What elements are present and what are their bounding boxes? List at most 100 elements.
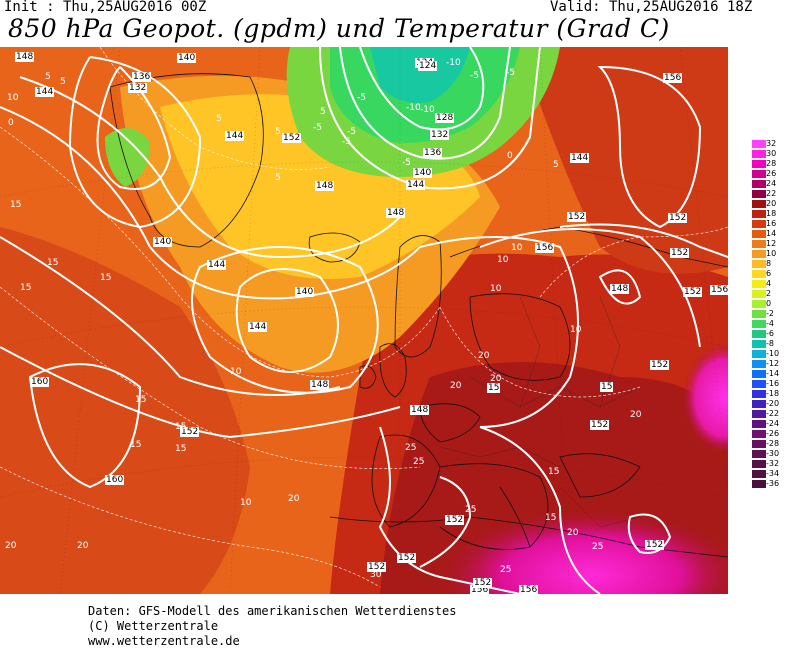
- legend-swatch: [752, 310, 766, 318]
- legend-swatch: [752, 270, 766, 278]
- cold-cyan: [370, 47, 470, 103]
- legend-swatch: [752, 180, 766, 188]
- valid-time: Valid: Thu,25AUG2016 18Z: [550, 0, 753, 15]
- weather-map: [0, 47, 728, 594]
- geopotential-label: 152: [180, 427, 200, 437]
- footer-source: Daten: GFS-Modell des amerikanischen Wet…: [88, 604, 457, 618]
- init-time: Init : Thu,25AUG2016 00Z: [4, 0, 207, 15]
- legend-swatch: [752, 440, 766, 448]
- temperature-label: 25: [405, 443, 417, 453]
- legend-swatch: [752, 320, 766, 328]
- legend-value: 14: [766, 229, 777, 238]
- temperature-label: 10: [230, 367, 242, 377]
- geopotential-label: 140: [177, 53, 197, 63]
- temperature-label: 5: [60, 77, 66, 87]
- heat-core-east: [560, 277, 728, 497]
- legend-swatch: [752, 350, 766, 358]
- legend-value: 10: [766, 249, 777, 258]
- temperature-label: -5: [313, 123, 322, 133]
- geopotential-label: 156: [519, 585, 539, 595]
- legend-swatch: [752, 160, 766, 168]
- legend-value: 12: [766, 239, 777, 248]
- geopotential-label: 124: [418, 61, 438, 71]
- temperature-label: 10: [511, 243, 523, 253]
- geopotential-label: 148: [410, 405, 430, 415]
- legend-value: 6: [766, 269, 772, 278]
- legend-value: -24: [766, 419, 780, 428]
- geopotential-label: 144: [248, 322, 268, 332]
- temperature-label: -10: [420, 105, 435, 115]
- geopotential-label: 15: [600, 382, 614, 392]
- legend-swatch: [752, 240, 766, 248]
- geopotential-label: 152: [650, 360, 670, 370]
- legend-swatch: [752, 170, 766, 178]
- legend-swatch: [752, 370, 766, 378]
- temperature-label: -5: [470, 71, 479, 81]
- geopotential-label: 156: [470, 585, 490, 595]
- temperature-label: 10: [570, 325, 582, 335]
- geopotential-label: 144: [207, 260, 227, 270]
- legend-value: -6: [766, 329, 774, 338]
- footer-url: www.wetterzentrale.de: [88, 634, 240, 648]
- legend-value: 16: [766, 219, 777, 228]
- coastlines: [109, 73, 728, 558]
- legend-value: -10: [766, 349, 780, 358]
- geopotential-label: 152: [445, 515, 465, 525]
- legend-swatch: [752, 460, 766, 468]
- temperature-label: 30: [370, 570, 382, 580]
- map-title: 850 hPa Geopot. (gpdm) und Temperatur (G…: [8, 14, 670, 43]
- geopotential-label: 128: [435, 113, 455, 123]
- geopotential-label: 140: [153, 237, 173, 247]
- legend-swatch: [752, 220, 766, 228]
- legend-swatch: [752, 400, 766, 408]
- legend-value: -36: [766, 479, 780, 488]
- geopotential-label: 152: [668, 213, 688, 223]
- legend-swatch: [752, 470, 766, 478]
- geopotential-label: 140: [295, 287, 315, 297]
- geopotential-label: 136: [132, 72, 152, 82]
- temperature-label: 15: [20, 283, 32, 293]
- temperature-label: 10: [240, 498, 252, 508]
- legend-value: -8: [766, 339, 774, 348]
- legend-swatch: [752, 300, 766, 308]
- temperature-label: 20: [490, 374, 502, 384]
- legend-swatch: [752, 190, 766, 198]
- legend-value: -12: [766, 359, 780, 368]
- temperature-label: 5: [320, 107, 326, 117]
- geopotential-label: 152: [670, 248, 690, 258]
- borders: [439, 296, 641, 528]
- temperature-label: 15: [130, 440, 142, 450]
- temperature-label: -5: [506, 68, 515, 78]
- geopotential-label: 152: [282, 133, 302, 143]
- geopotential-label: 156: [535, 243, 555, 253]
- legend-swatch: [752, 250, 766, 258]
- greenland-cold: [105, 128, 150, 187]
- geopotential-label: 152: [590, 420, 610, 430]
- temperature-label: 5: [275, 173, 281, 183]
- legend-swatch: [752, 210, 766, 218]
- temperature-label: -5: [402, 158, 411, 168]
- legend-swatch: [752, 360, 766, 368]
- geopotential-label: 144: [406, 180, 426, 190]
- footer-copyright: (C) Wetterzentrale: [88, 619, 219, 633]
- temperature-label: 25: [500, 565, 512, 575]
- legend-value: -18: [766, 389, 780, 398]
- geopotential-label: 160: [105, 475, 125, 485]
- temperature-label: 5: [216, 114, 222, 124]
- legend-value: 4: [766, 279, 772, 288]
- geopotential-label: 144: [570, 153, 590, 163]
- temperature-label: 20: [567, 528, 579, 538]
- legend-value: 30: [766, 149, 777, 158]
- temperature-label: 15: [175, 422, 187, 432]
- geopotential-label: 160: [30, 377, 50, 387]
- legend-value: -34: [766, 469, 780, 478]
- geopotential-label: 156: [710, 285, 730, 295]
- legend-value: 18: [766, 209, 777, 218]
- temperature-label: 20: [450, 381, 462, 391]
- legend-value: -28: [766, 439, 780, 448]
- legend-swatch: [752, 140, 766, 148]
- temperature-label: 20: [288, 494, 300, 504]
- geopotential-label: 148: [315, 181, 335, 191]
- temperature-label: 25: [413, 457, 425, 467]
- geopotential-label: 152: [473, 578, 493, 588]
